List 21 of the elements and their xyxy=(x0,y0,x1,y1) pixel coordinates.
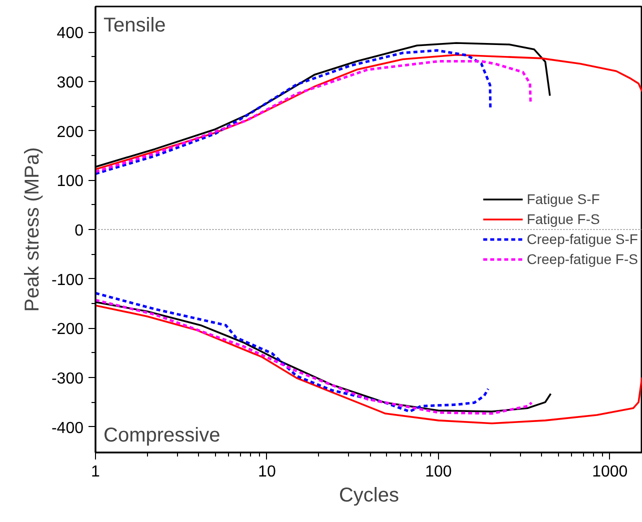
y-tick-label: -300 xyxy=(51,370,84,388)
y-tick-label: 300 xyxy=(56,74,84,92)
x-tick-label: 10 xyxy=(258,464,276,480)
legend-label: Creep-fatigue F-S xyxy=(526,251,638,267)
x-tick-label: 1000 xyxy=(592,464,628,480)
y-tick-label: -200 xyxy=(51,321,84,338)
y-tick-label: -400 xyxy=(51,420,84,437)
x-tick-label: 1 xyxy=(91,464,100,480)
annotation: Compressive xyxy=(104,424,220,446)
legend-label: Fatigue S-F xyxy=(526,191,600,207)
y-tick-label: 100 xyxy=(56,173,84,190)
legend-label: Fatigue F-S xyxy=(526,211,600,227)
annotation: Tensile xyxy=(104,14,166,36)
x-tick-label: 100 xyxy=(425,464,452,480)
legend-label: Creep-fatigue S-F xyxy=(526,231,638,247)
y-tick-label: 0 xyxy=(74,222,84,240)
x-axis-title: Cycles xyxy=(338,484,400,506)
y-tick-label: 400 xyxy=(56,25,84,42)
y-tick-label: -100 xyxy=(51,272,84,289)
y-tick-label: 200 xyxy=(56,124,84,141)
y-axis-title: Peak stress (MPa) xyxy=(21,147,44,312)
